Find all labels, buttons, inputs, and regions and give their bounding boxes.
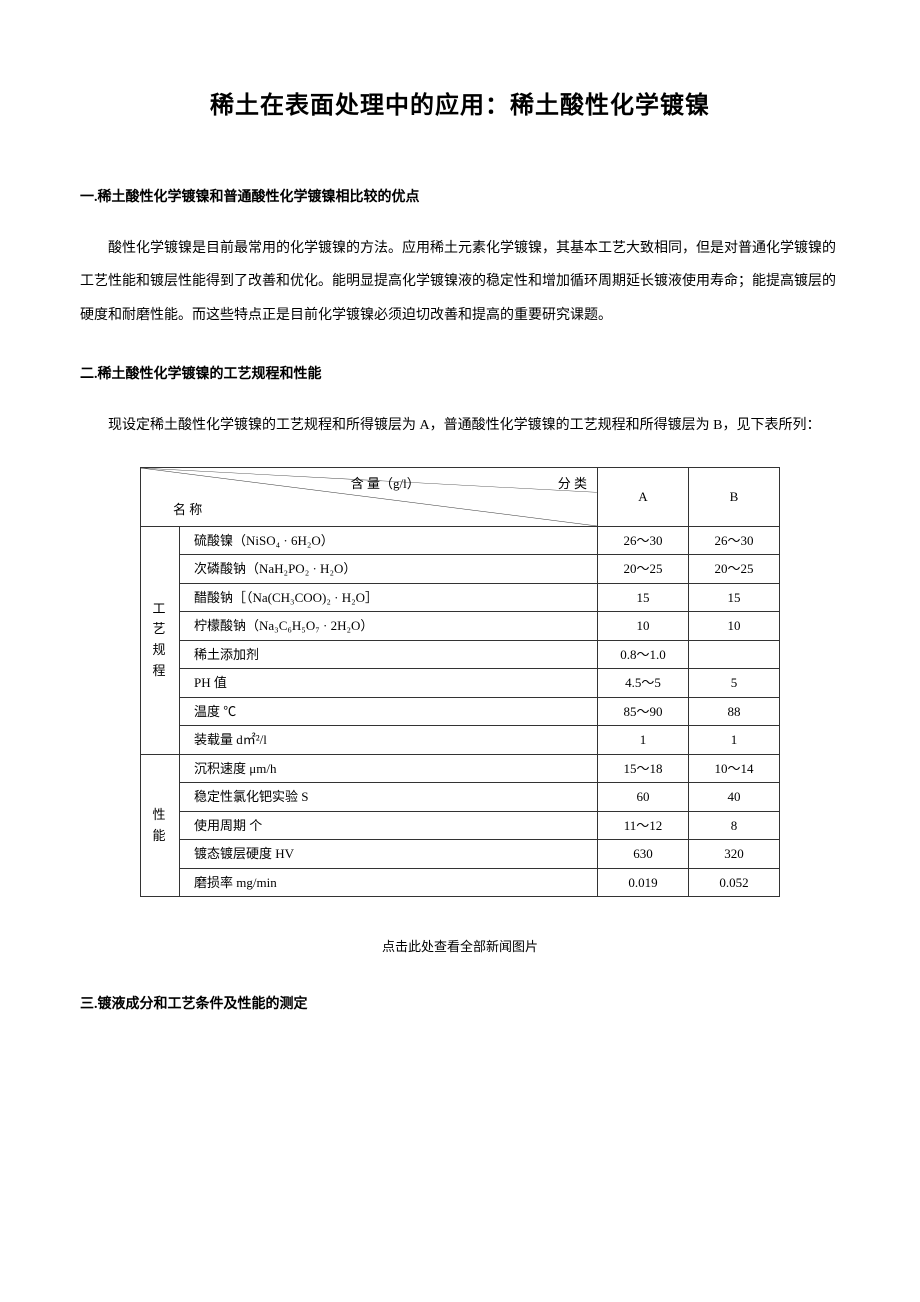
table-row: 磨损率 mg/min 0.019 0.052 xyxy=(141,868,780,897)
process-table: 含 量（g/l） 分 类 名 称 A B 工艺规程 硫酸镍（NiSO₄ · 6H… xyxy=(140,467,780,898)
row-a: 60 xyxy=(598,783,689,812)
row-a: 85～90 xyxy=(598,697,689,726)
row-a: 20～25 xyxy=(598,555,689,584)
diag-bottom-label: 名 称 xyxy=(173,500,202,520)
row-a: 10 xyxy=(598,612,689,641)
section2-heading: 二.稀土酸性化学镀镍的工艺规程和性能 xyxy=(80,360,840,391)
table-row: 装载量 d㎡²/l 1 1 xyxy=(141,726,780,755)
row-b: 40 xyxy=(689,783,780,812)
row-name: 磨损率 mg/min xyxy=(180,868,598,897)
table-row: 次磷酸钠（NaH₂PO₂ · H₂O） 20～25 20～25 xyxy=(141,555,780,584)
row-a: 15～18 xyxy=(598,754,689,783)
row-a: 1 xyxy=(598,726,689,755)
table-row: 稀土添加剂 0.8～1.0 xyxy=(141,640,780,669)
group-perf-label: 性能 xyxy=(141,754,180,897)
row-a: 0.8～1.0 xyxy=(598,640,689,669)
row-name: 温度 ℃ xyxy=(180,697,598,726)
row-b xyxy=(689,640,780,669)
diag-right-label: 分 类 xyxy=(558,474,587,494)
row-a: 0.019 xyxy=(598,868,689,897)
table-row: 性能 沉积速度 μm/h 15～18 10～14 xyxy=(141,754,780,783)
section3-heading: 三.镀液成分和工艺条件及性能的测定 xyxy=(80,990,840,1021)
row-name: 柠檬酸钠（Na₃C₆H₅O₇ · 2H₂O） xyxy=(180,612,598,641)
row-a: 11～12 xyxy=(598,811,689,840)
section1-para: 酸性化学镀镍是目前最常用的化学镀镍的方法。应用稀土元素化学镀镍，其基本工艺大致相… xyxy=(80,232,840,333)
table-row: 醋酸钠［（Na(CH₃COO)₂ · H₂O］ 15 15 xyxy=(141,583,780,612)
row-name: 使用周期 个 xyxy=(180,811,598,840)
table-row: 柠檬酸钠（Na₃C₆H₅O₇ · 2H₂O） 10 10 xyxy=(141,612,780,641)
row-name: 稳定性氯化钯实验 S xyxy=(180,783,598,812)
row-name: 次磷酸钠（NaH₂PO₂ · H₂O） xyxy=(180,555,598,584)
diag-header-cell: 含 量（g/l） 分 类 名 称 xyxy=(141,467,598,526)
table-row: 镀态镀层硬度 HV 630 320 xyxy=(141,840,780,869)
diag-top-label: 含 量（g/l） xyxy=(351,474,420,494)
table-row: 工艺规程 硫酸镍（NiSO₄ · 6H₂O） 26～30 26～30 xyxy=(141,526,780,555)
row-name: 沉积速度 μm/h xyxy=(180,754,598,783)
page-title: 稀土在表面处理中的应用：稀土酸性化学镀镍 xyxy=(80,80,840,133)
row-b: 320 xyxy=(689,840,780,869)
table-row: PH 值 4.5～5 5 xyxy=(141,669,780,698)
row-b: 88 xyxy=(689,697,780,726)
row-name: 硫酸镍（NiSO₄ · 6H₂O） xyxy=(180,526,598,555)
row-name: 装载量 d㎡²/l xyxy=(180,726,598,755)
row-b: 1 xyxy=(689,726,780,755)
table-row: 稳定性氯化钯实验 S 60 40 xyxy=(141,783,780,812)
row-b: 26～30 xyxy=(689,526,780,555)
row-b: 5 xyxy=(689,669,780,698)
section1-heading: 一.稀土酸性化学镀镍和普通酸性化学镀镍相比较的优点 xyxy=(80,183,840,214)
col-a-header: A xyxy=(598,467,689,526)
row-a: 630 xyxy=(598,840,689,869)
row-b: 20～25 xyxy=(689,555,780,584)
group-proc-label: 工艺规程 xyxy=(141,526,180,754)
row-a: 15 xyxy=(598,583,689,612)
image-link-caption[interactable]: 点击此处查看全部新闻图片 xyxy=(80,933,840,962)
row-b: 8 xyxy=(689,811,780,840)
row-a: 4.5～5 xyxy=(598,669,689,698)
col-b-header: B xyxy=(689,467,780,526)
table-header-row: 含 量（g/l） 分 类 名 称 A B xyxy=(141,467,780,526)
row-name: 醋酸钠［（Na(CH₃COO)₂ · H₂O］ xyxy=(180,583,598,612)
row-a: 26～30 xyxy=(598,526,689,555)
row-b: 15 xyxy=(689,583,780,612)
row-name: 镀态镀层硬度 HV xyxy=(180,840,598,869)
row-b: 10 xyxy=(689,612,780,641)
process-table-wrap: 含 量（g/l） 分 类 名 称 A B 工艺规程 硫酸镍（NiSO₄ · 6H… xyxy=(140,467,780,898)
section2-para: 现设定稀土酸性化学镀镍的工艺规程和所得镀层为 A，普通酸性化学镀镍的工艺规程和所… xyxy=(80,409,840,443)
row-b: 10～14 xyxy=(689,754,780,783)
table-row: 使用周期 个 11～12 8 xyxy=(141,811,780,840)
row-name: 稀土添加剂 xyxy=(180,640,598,669)
row-b: 0.052 xyxy=(689,868,780,897)
row-name: PH 值 xyxy=(180,669,598,698)
table-row: 温度 ℃ 85～90 88 xyxy=(141,697,780,726)
